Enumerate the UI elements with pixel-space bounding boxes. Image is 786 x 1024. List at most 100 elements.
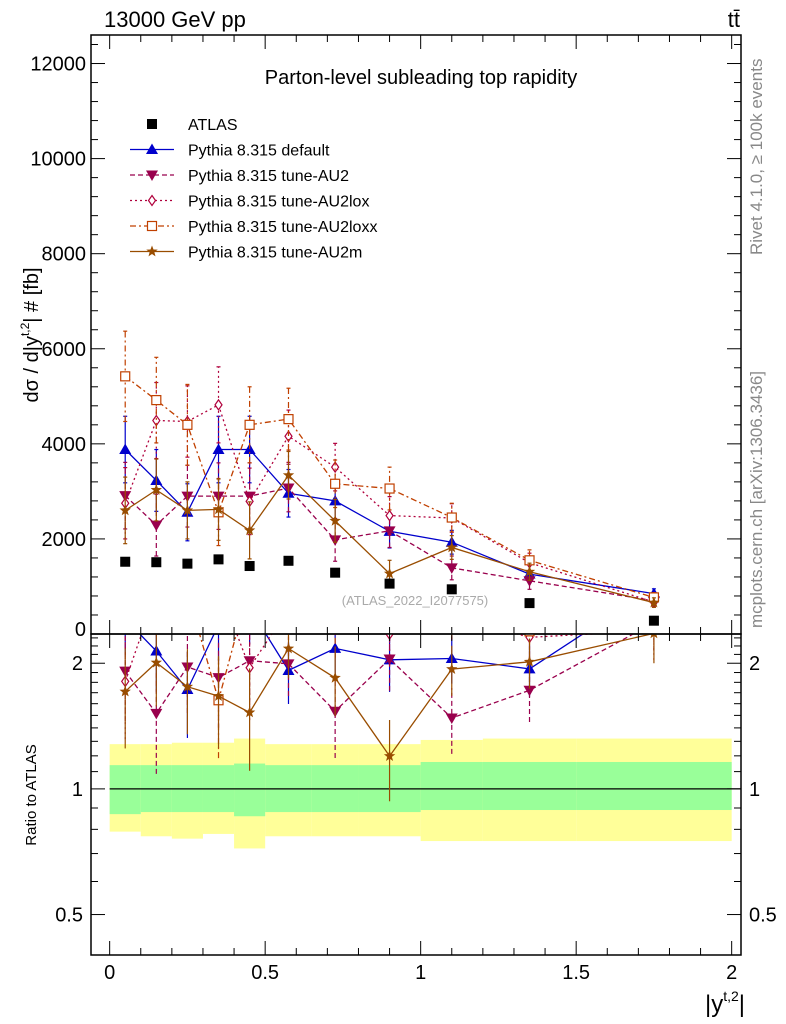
- data-point: [648, 596, 660, 608]
- ratio-point: [285, 604, 292, 614]
- atlas-data: [120, 554, 659, 626]
- y-tick-label: 12000: [30, 54, 86, 76]
- ratio-point: [383, 750, 396, 761]
- svg-text:dσ / d|yt,2| # [fb]: dσ / d|yt,2| # [fb]: [18, 267, 43, 402]
- legend-marker: [146, 220, 158, 232]
- data-point: [212, 503, 225, 515]
- ratio-point: [447, 611, 456, 620]
- ratio-point: [183, 587, 192, 596]
- svg-text:|yt,2|: |yt,2|: [705, 988, 745, 1018]
- atlas-point: [213, 554, 224, 565]
- data-point: [119, 504, 131, 516]
- x-tick-label: 0.5: [251, 962, 279, 984]
- atlas-point: [120, 556, 131, 567]
- rivet-label: Rivet 4.1.0, ≥ 100k events: [747, 59, 766, 255]
- y-tick-label: 0: [75, 619, 86, 641]
- ratio-point: [152, 570, 161, 579]
- legend-label: Pythia 8.315 tune-AU2lox: [188, 194, 369, 211]
- legend-entry-3: Pythia 8.315 tune-AU2loxx: [130, 219, 377, 236]
- data-point: [150, 520, 163, 532]
- ratio-tick-label: 2: [72, 653, 83, 675]
- legend-label: Pythia 8.315 tune-AU2: [188, 168, 349, 185]
- legend-marker: [146, 170, 158, 181]
- ratio-content: [109, 570, 741, 849]
- data-point: [523, 565, 536, 577]
- ratio-band-inner: [420, 761, 483, 811]
- data-point: [150, 484, 162, 495]
- data-point: [182, 419, 193, 430]
- atlas-point: [648, 615, 659, 626]
- atlas-point: [244, 561, 255, 572]
- ratio-point: [150, 708, 163, 720]
- ratio-point: [448, 611, 455, 621]
- ratio-point: [181, 680, 194, 692]
- ratio-frame: [90, 633, 742, 956]
- data-point: [243, 524, 256, 536]
- ratio-point: [523, 685, 536, 697]
- ratio-tick-label: 1: [72, 779, 83, 801]
- atlas-point: [384, 578, 395, 589]
- data-point: [446, 541, 458, 553]
- legend-marker: [146, 245, 158, 257]
- data-point: [181, 504, 194, 516]
- ratio-point: [445, 713, 458, 724]
- data-point: [119, 443, 132, 455]
- ratio-point: [446, 663, 458, 674]
- data-point: [446, 512, 457, 523]
- x-tick-label: 2: [726, 962, 737, 984]
- data-point: [283, 414, 294, 425]
- ratio-y-label: Ratio to ATLAS: [23, 744, 40, 845]
- ratio-point: [331, 622, 340, 631]
- ratio-panel: 0 0.5 1 1.5 2 0.5 0.5 1 1 2 2 Ratio to ATLAS: [23, 570, 777, 984]
- ratio-point: [212, 690, 225, 701]
- x-tick-label: 1.5: [562, 962, 590, 984]
- ratio-band-inner: [109, 765, 141, 815]
- legend: ATLAS Pythia 8.315 default Pythia 8.315 tu…: [130, 117, 377, 262]
- atlas-point: [151, 557, 162, 568]
- data-point: [214, 398, 223, 411]
- ratio-point: [213, 619, 225, 630]
- ratio-point: [119, 613, 131, 624]
- data-point: [383, 526, 396, 537]
- legend-label: Pythia 8.315 tune-AU2loxx: [188, 219, 377, 236]
- ratio-tick-label: 0.5: [749, 905, 777, 927]
- ratio-point: [244, 602, 256, 613]
- legend-entry-1: Pythia 8.315 tune-AU2: [130, 168, 349, 185]
- x-tick-label: 0: [104, 962, 115, 984]
- legend-entry-4: Pythia 8.315 tune-AU2m: [130, 245, 362, 262]
- main-axes: 0 2000 4000 6000 8000 10000 12000: [30, 35, 741, 641]
- data-point: [284, 430, 293, 443]
- ratio-point: [153, 586, 160, 596]
- ratio-point: [184, 584, 191, 594]
- atlas-point: [524, 598, 535, 609]
- ratio-point: [524, 634, 535, 637]
- x-axis-label: |yt,2|: [705, 988, 745, 1018]
- ratio-tick-label: 2: [749, 653, 760, 675]
- header-left: 13000 GeV pp: [104, 7, 246, 32]
- ratio-tick-label: 0.5: [55, 905, 83, 927]
- analysis-watermark: (ATLAS_2022_I2077575): [342, 593, 488, 608]
- data-point: [330, 478, 341, 489]
- legend-marker: [146, 143, 158, 154]
- ratio-point: [523, 655, 536, 667]
- legend-label: ATLAS: [188, 117, 238, 134]
- data-point: [330, 461, 340, 474]
- data-point: [282, 469, 295, 481]
- data-point: [120, 371, 131, 382]
- ratio-point: [119, 685, 131, 697]
- data-point: [385, 509, 394, 522]
- ratio-band-inner: [234, 763, 266, 817]
- ratio-band-inner: [482, 761, 577, 811]
- data-point: [151, 395, 162, 406]
- atlas-point: [182, 558, 193, 569]
- ratio-point: [329, 671, 341, 683]
- series-4: [119, 450, 660, 608]
- ratio-point: [282, 642, 295, 654]
- data-point: [523, 576, 536, 587]
- ratio-point: [243, 706, 256, 718]
- mcplots-label: mcplots.cern.ch [arXiv:1306.3436]: [747, 371, 766, 628]
- y-tick-label: 10000: [30, 149, 86, 171]
- ratio-point: [284, 589, 293, 598]
- chart-title: Parton-level subleading top rapidity: [265, 67, 577, 89]
